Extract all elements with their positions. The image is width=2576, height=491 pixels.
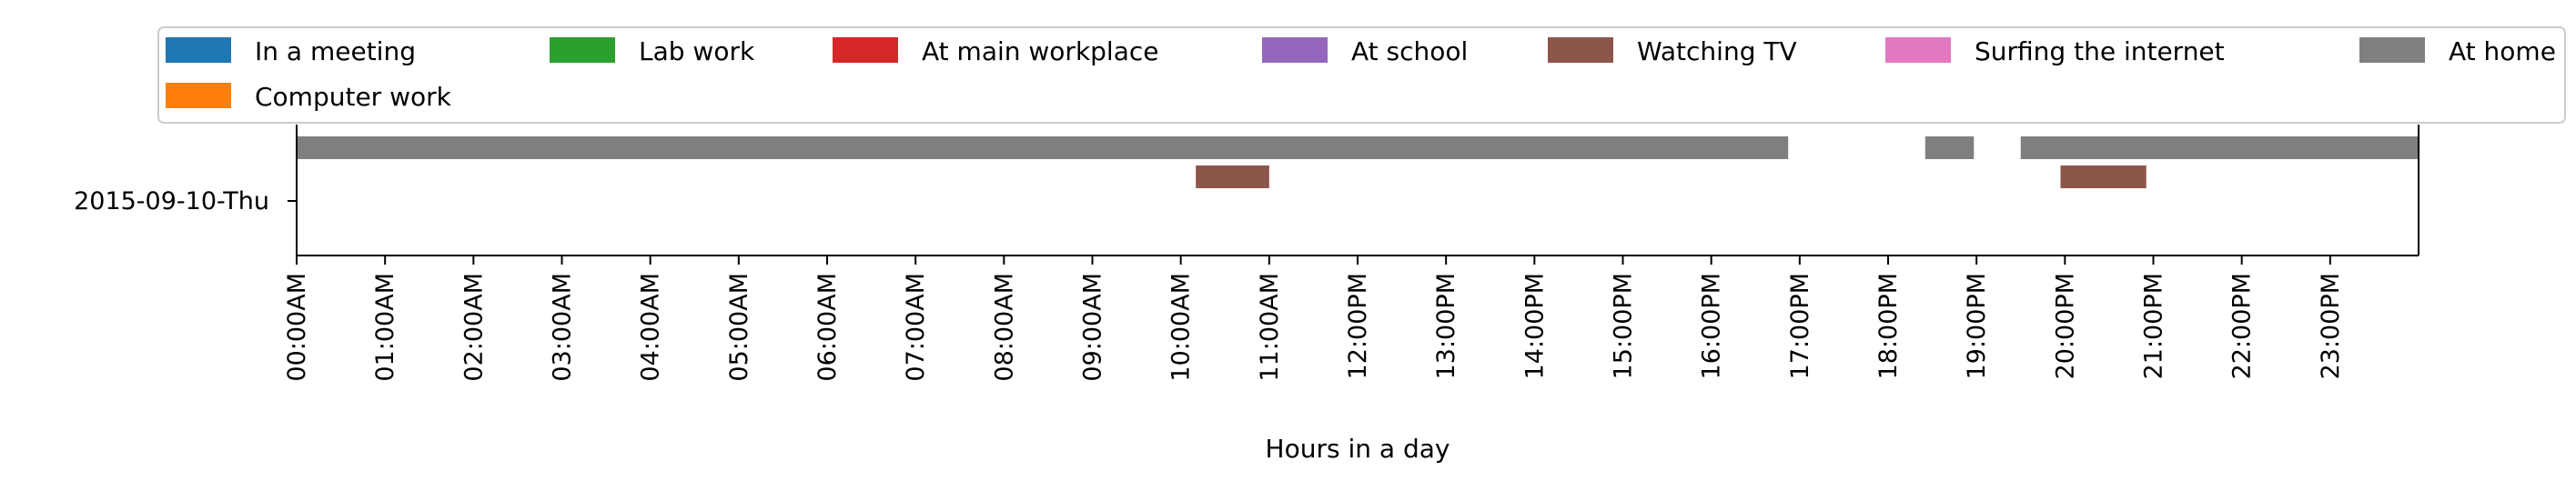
x-tick-label: 11:00AM [1256, 273, 1284, 382]
x-tick-label: 01:00AM [371, 273, 399, 382]
legend-label: Lab work [639, 36, 755, 66]
x-tick-label: 02:00AM [460, 273, 488, 382]
activity-bar [1196, 165, 1269, 188]
x-tick-label: 19:00PM [1963, 273, 1991, 379]
x-tick-label: 18:00PM [1874, 273, 1903, 379]
legend-swatch [1262, 37, 1328, 63]
legend-swatch [833, 37, 898, 63]
legend-box [157, 26, 2566, 124]
x-tick-label: 07:00AM [902, 273, 930, 382]
x-tick-label: 20:00PM [2051, 273, 2079, 379]
x-tick-label: 21:00PM [2140, 273, 2168, 379]
legend-label: Watching TV [1637, 36, 1797, 66]
legend-swatch [2359, 37, 2425, 63]
legend-label: At school [1351, 36, 1468, 66]
x-tick-label: 00:00AM [283, 273, 311, 382]
legend-label: At main workplace [922, 36, 1159, 66]
x-tick-label: 22:00PM [2228, 273, 2257, 379]
activity-bars [297, 136, 2419, 188]
x-tick-label: 10:00AM [1167, 273, 1196, 382]
x-tick-label: 08:00AM [990, 273, 1018, 382]
y-tick-label: 2015-09-10-Thu [74, 187, 269, 215]
x-tick-label: 05:00AM [725, 273, 753, 382]
x-tick-label: 06:00AM [813, 273, 842, 382]
legend-swatch [166, 83, 231, 108]
legend-label: Surfing the internet [1975, 36, 2225, 66]
x-tick-label: 17:00PM [1786, 273, 1814, 379]
legend-label: Computer work [255, 82, 452, 112]
legend: In a meeting Lab work At main workplace At … [157, 26, 2566, 124]
legend-items: In a meeting Lab work At main workplace At … [166, 36, 2556, 112]
x-tick-label: 12:00PM [1344, 273, 1372, 379]
activity-bar [297, 136, 1789, 159]
x-tick-label: 13:00PM [1432, 273, 1460, 379]
legend-swatch [1885, 37, 1951, 63]
x-tick-label: 03:00AM [549, 273, 577, 382]
legend-swatch [550, 37, 615, 63]
x-tick-label: 16:00PM [1698, 273, 1726, 379]
legend-label: At home [2449, 36, 2556, 66]
x-axis-label: Hours in a day [1266, 434, 1450, 464]
activity-bar [1924, 136, 1975, 159]
legend-label: In a meeting [255, 36, 416, 66]
activity-bar [2060, 165, 2147, 188]
legend-swatch [1548, 37, 1613, 63]
legend-swatch [166, 37, 231, 63]
x-tick-label: 14:00PM [1520, 273, 1549, 379]
activity-bar [2020, 136, 2419, 159]
x-tick-label: 09:00AM [1079, 273, 1107, 382]
x-tick-label: 04:00AM [637, 273, 665, 382]
x-tick-label: 23:00PM [2317, 273, 2345, 379]
x-ticks: 00:00AM 01:00AM 02:00AM 03:00AM 04:00AM 05:00… [283, 256, 2345, 382]
x-tick-label: 15:00PM [1610, 273, 1638, 379]
